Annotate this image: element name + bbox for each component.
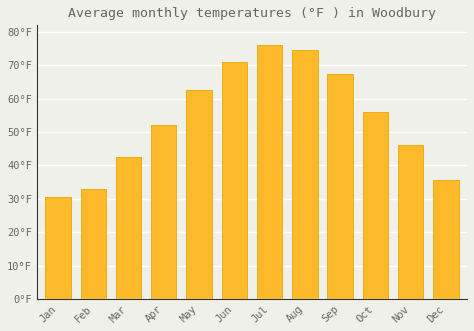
- Bar: [46, 197, 71, 299]
- Bar: [292, 50, 318, 299]
- Bar: [363, 112, 388, 299]
- Bar: [328, 74, 353, 299]
- Bar: [151, 125, 176, 299]
- Bar: [433, 180, 458, 299]
- Bar: [222, 62, 247, 299]
- Bar: [116, 157, 141, 299]
- Bar: [81, 189, 106, 299]
- Title: Average monthly temperatures (°F ) in Woodbury: Average monthly temperatures (°F ) in Wo…: [68, 7, 436, 20]
- Bar: [398, 145, 423, 299]
- Bar: [186, 90, 212, 299]
- Bar: [257, 45, 282, 299]
